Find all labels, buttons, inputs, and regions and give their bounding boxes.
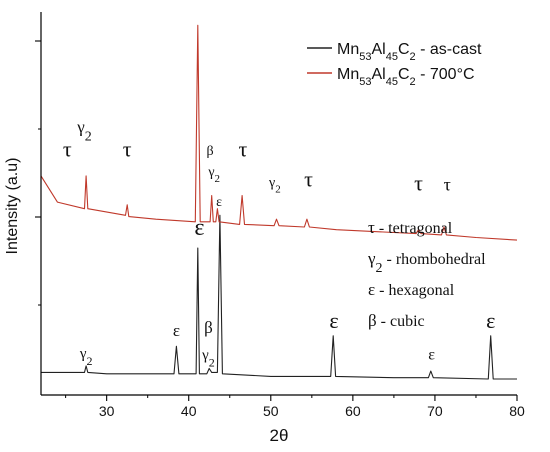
legend: Mn53Al45C2 - as-cast Mn53Al45C2 - 700°C [307, 41, 482, 88]
peak-label: γ2 [201, 347, 215, 369]
peak-label: γ2 [207, 165, 220, 185]
peak-label: ε [194, 215, 204, 241]
legend-label-1: Mn53Al45C2 - 700°C [337, 66, 475, 88]
peak-label: τ [63, 136, 72, 161]
peak-label: γ2 [76, 118, 92, 145]
x-tick-label: 80 [509, 403, 525, 419]
peak-label: τ [304, 166, 313, 191]
peak-label: γ2 [79, 346, 93, 368]
peak-label: β [206, 144, 213, 159]
annotation-layer: τγ2ττβγ2τγ2τττεεεβγ2γ2εεε [63, 118, 496, 370]
phase-key-item: τ - tetragonal [368, 218, 453, 237]
peak-label: β [204, 318, 213, 337]
legend-label-0: Mn53Al45C2 - as-cast [337, 41, 482, 63]
peak-label: τ [123, 136, 132, 161]
x-tick-label: 50 [263, 403, 279, 419]
series-line-1 [40, 24, 518, 241]
peak-label: ε [173, 321, 180, 340]
peak-label: ε [216, 195, 222, 210]
phase-key: τ - tetragonal γ2 - rhombohedral ε - hexag… [367, 218, 486, 330]
phase-key-item: γ2 - rhombohedral [367, 249, 486, 276]
x-tick-label: 60 [345, 403, 361, 419]
x-tick-label: 70 [427, 403, 443, 419]
y-axis-label: Intensity (a.u) [4, 158, 21, 255]
axes-layer: 30 40 50 60 70 80 [35, 12, 525, 419]
peak-label: τ [444, 174, 451, 194]
series-layer [40, 24, 518, 380]
series-line-0 [41, 214, 517, 380]
phase-key-item: ε - hexagonal [368, 280, 455, 299]
peak-label: γ2 [268, 175, 281, 195]
peak-label: ε [428, 346, 435, 363]
x-axis-label: 2θ [270, 426, 289, 445]
x-tick-label: 40 [181, 403, 197, 419]
peak-label: ε [486, 308, 495, 333]
peak-label: ε [329, 308, 338, 333]
peak-label: τ [238, 136, 247, 161]
phase-key-item: β - cubic [368, 311, 425, 330]
x-tick-label: 30 [99, 403, 115, 419]
peak-label: τ [414, 170, 423, 195]
